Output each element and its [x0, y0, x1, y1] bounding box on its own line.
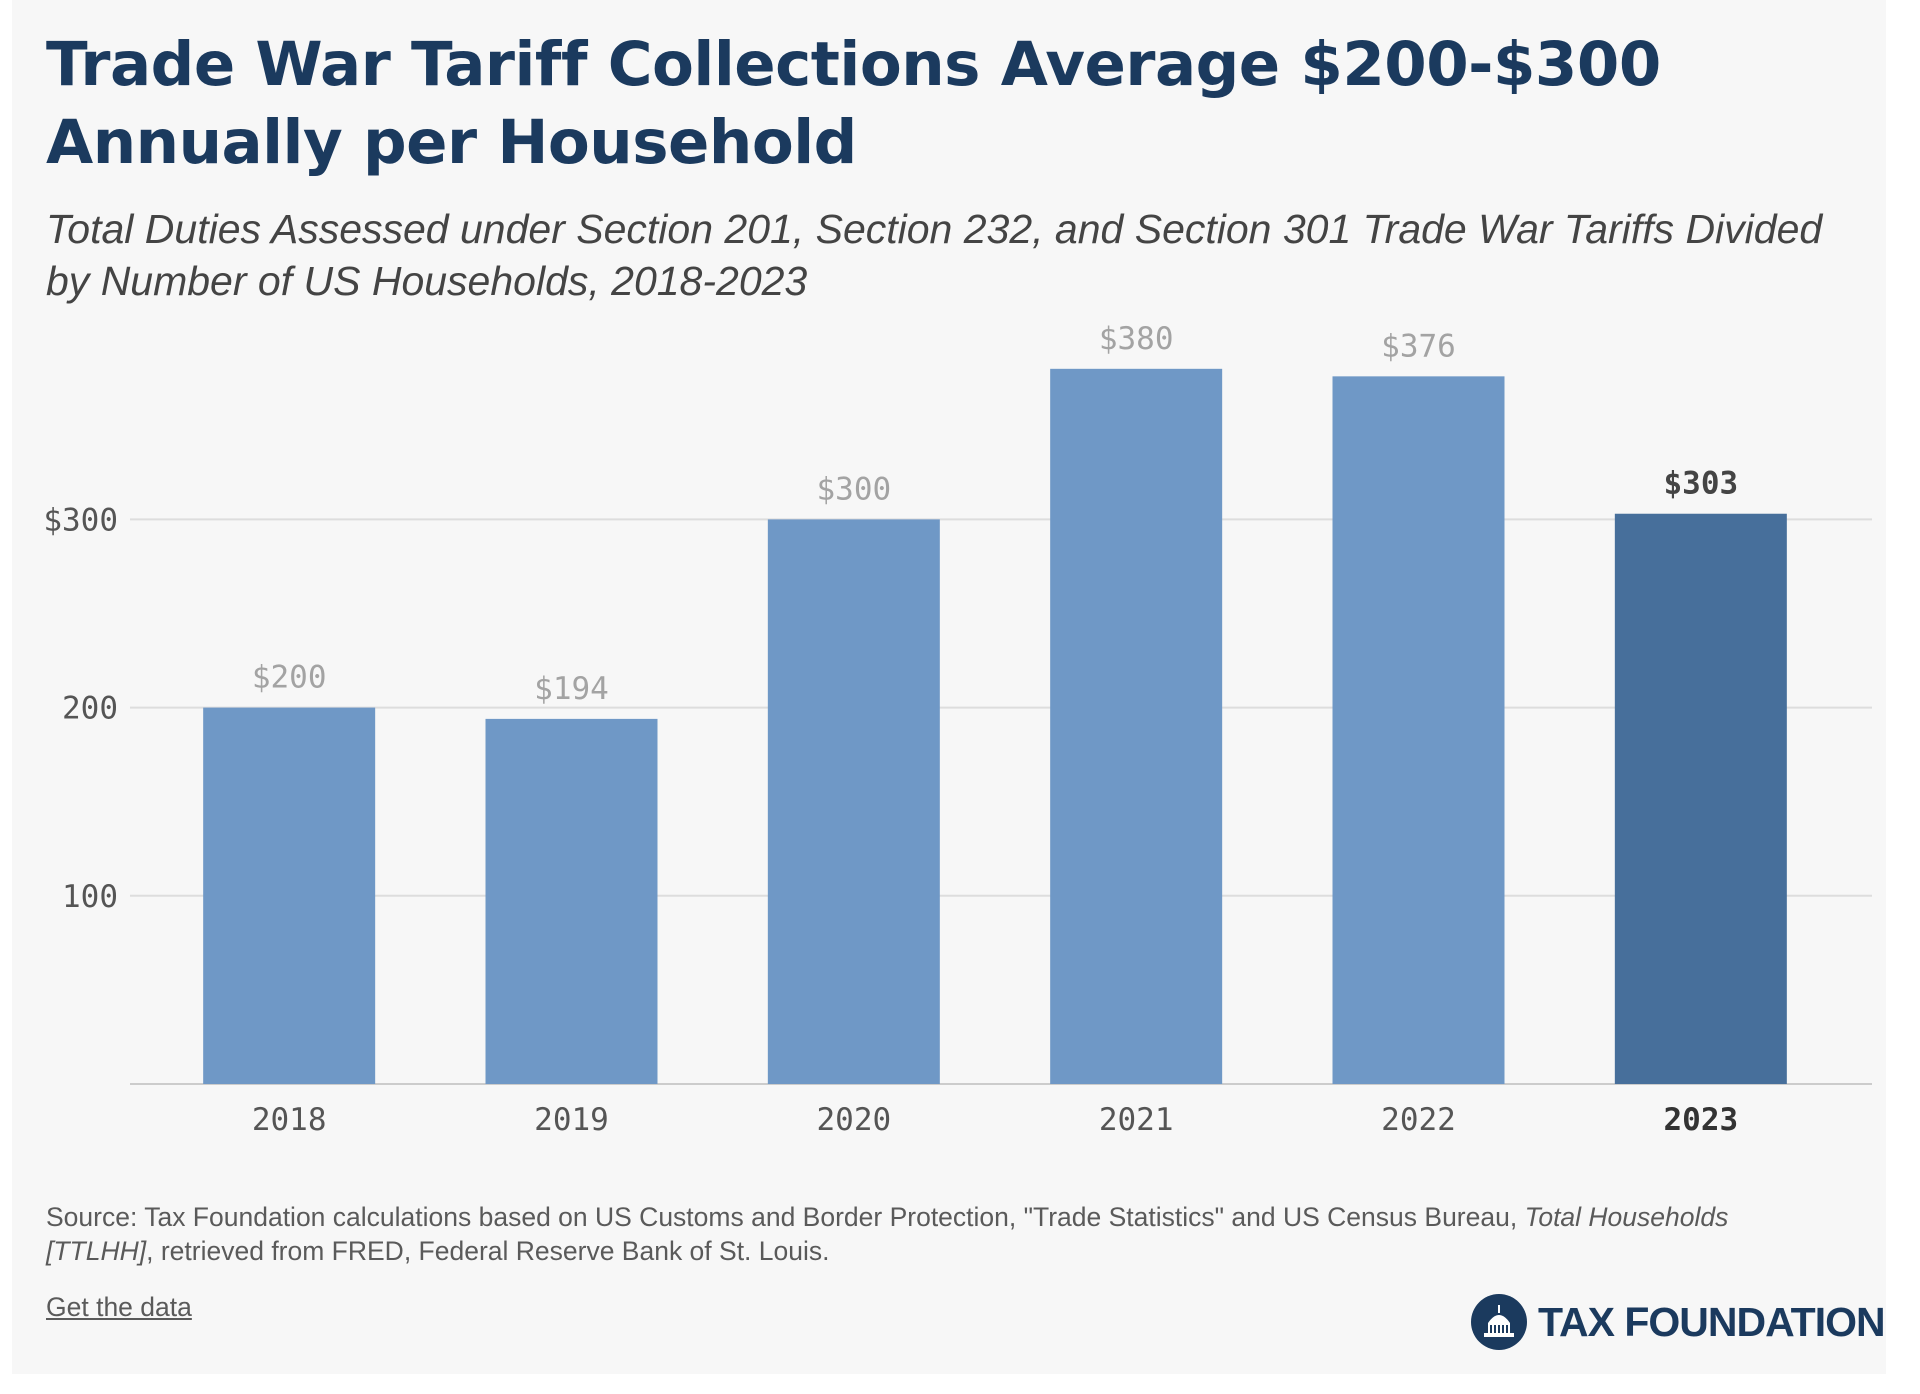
y-tick-label: 200: [62, 691, 118, 727]
x-tick-label-2018: 2018: [252, 1102, 327, 1138]
chart-subtitle: Total Duties Assessed under Section 201,…: [46, 206, 1823, 304]
bar-2018: [203, 707, 376, 1084]
bar-chart: 100 200 $300 $200 2018 $194 2019 $300 2020 $380 20…: [43, 321, 1872, 1138]
source-text: Source: Tax Foundation calculations base…: [46, 1202, 1525, 1232]
x-tick-label-2019: 2019: [534, 1102, 609, 1138]
data-label-2023: $303: [1664, 466, 1739, 502]
x-tick-label-2021: 2021: [1099, 1102, 1174, 1138]
bar-2021: [1050, 368, 1223, 1084]
data-label-2019: $194: [534, 671, 609, 707]
y-tick-label: 100: [62, 879, 118, 915]
tax-foundation-logo: TAX FOUNDATION: [1470, 1290, 1886, 1354]
x-tick-label-2022: 2022: [1381, 1102, 1456, 1138]
x-tick-label-2023: 2023: [1664, 1102, 1739, 1138]
get-the-data-link[interactable]: Get the data: [46, 1292, 192, 1322]
bar-2020: [767, 519, 940, 1084]
logo-text: TAX FOUNDATION: [1538, 1298, 1886, 1345]
source-suffix-text: , retrieved from FRED, Federal Reserve B…: [146, 1236, 830, 1266]
y-tick-label: $300: [43, 502, 118, 538]
bar-2022: [1332, 376, 1505, 1084]
data-label-2022: $376: [1381, 328, 1456, 364]
bar-2019: [485, 718, 658, 1084]
data-label-2018: $200: [252, 660, 327, 696]
bar-2023: [1614, 513, 1787, 1084]
capitol-dome-icon: [1471, 1294, 1527, 1350]
chart-card: Trade War Tariff Collections Average $20…: [12, 0, 1886, 1374]
x-tick-label-2020: 2020: [817, 1102, 892, 1138]
source-note: Source: Tax Foundation calculations base…: [46, 1200, 1806, 1268]
chart-title: Trade War Tariff Collections Average $20…: [46, 29, 1661, 178]
data-label-2020: $300: [817, 471, 892, 507]
source-italic-text: Total Households [TTLHH]: [46, 1202, 1729, 1266]
data-label-2021: $380: [1099, 321, 1174, 357]
